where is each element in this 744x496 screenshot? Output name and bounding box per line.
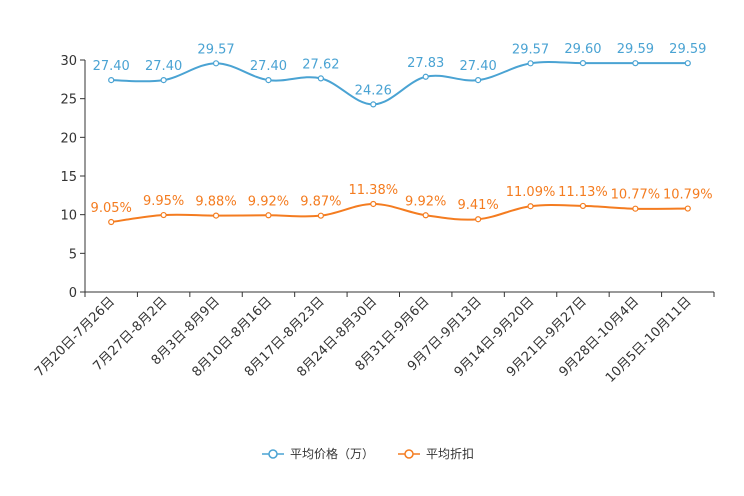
data-label: 29.57: [197, 42, 234, 57]
data-label: 9.88%: [195, 195, 236, 210]
data-point[interactable]: [370, 101, 377, 108]
legend-marker-icon: [268, 449, 278, 459]
y-tick-label: 5: [69, 247, 77, 262]
data-point[interactable]: [160, 211, 167, 219]
data-label: 11.13%: [558, 185, 608, 200]
series-2: 9.05% 9.95% 9.88% 9.92% 9.87% 11.38% 9.92% 9.41…: [91, 183, 713, 226]
data-point[interactable]: [265, 212, 272, 219]
data-label: 27.62: [302, 57, 339, 72]
legend[interactable]: 平均价格（万） 平均折扣: [262, 446, 474, 461]
data-point[interactable]: [108, 218, 115, 226]
legend-item-2[interactable]: 平均折扣: [398, 446, 474, 461]
data-label: 9.87%: [300, 195, 341, 210]
data-point[interactable]: [422, 73, 429, 80]
data-point[interactable]: [684, 60, 691, 67]
data-label: 27.40: [460, 59, 497, 74]
data-label: 24.26: [355, 83, 392, 98]
data-label: 9.41%: [457, 198, 498, 213]
data-point[interactable]: [527, 60, 534, 67]
y-tick-label: 0: [69, 286, 77, 301]
data-label: 9.92%: [405, 194, 446, 209]
data-label: 27.40: [145, 59, 182, 74]
data-point[interactable]: [212, 60, 220, 67]
y-tick-label: 10: [60, 209, 77, 224]
data-point[interactable]: [475, 77, 482, 84]
data-point[interactable]: [632, 205, 639, 212]
data-label: 29.59: [617, 42, 654, 57]
data-point[interactable]: [579, 59, 587, 67]
y-tick-label: 15: [60, 170, 77, 185]
data-label: 11.09%: [506, 185, 556, 200]
data-label: 10.79%: [663, 188, 713, 203]
data-label: 11.38%: [349, 183, 399, 198]
data-point[interactable]: [317, 212, 324, 219]
data-label: 9.05%: [91, 201, 132, 216]
series-line: [111, 202, 688, 224]
data-label: 10.77%: [611, 188, 661, 203]
legend-marker-icon: [404, 449, 414, 459]
data-point[interactable]: [632, 60, 639, 67]
data-point[interactable]: [212, 212, 220, 219]
data-label: 9.92%: [248, 194, 289, 209]
data-point[interactable]: [160, 77, 167, 84]
data-label: 27.40: [250, 59, 287, 74]
data-point[interactable]: [108, 77, 115, 84]
data-point[interactable]: [475, 216, 482, 223]
data-label: 9.95%: [143, 194, 184, 209]
legend-label: 平均价格（万）: [290, 446, 374, 461]
data-point[interactable]: [422, 212, 429, 219]
series-layer: 27.40 27.40 29.57 27.40 27.62 24.26 27.83 27.40…: [91, 42, 713, 226]
data-point[interactable]: [579, 202, 587, 210]
data-point[interactable]: [370, 200, 377, 208]
data-point[interactable]: [684, 205, 691, 212]
data-point[interactable]: [317, 75, 324, 82]
y-tick-label: 25: [60, 93, 77, 108]
legend-item-1[interactable]: 平均价格（万）: [262, 446, 374, 461]
series-1: 27.40 27.40 29.57 27.40 27.62 24.26 27.83 27.40…: [93, 42, 706, 108]
data-point[interactable]: [527, 203, 534, 210]
y-tick-label: 30: [60, 54, 77, 69]
data-label: 29.60: [564, 42, 601, 57]
data-point[interactable]: [265, 77, 272, 84]
data-label: 29.57: [512, 42, 549, 57]
data-label: 27.40: [93, 59, 130, 74]
data-label: 29.59: [669, 42, 706, 57]
y-tick-label: 20: [60, 131, 77, 146]
data-label: 27.83: [407, 56, 444, 71]
legend-label: 平均折扣: [426, 446, 474, 461]
series-line: [111, 60, 688, 106]
